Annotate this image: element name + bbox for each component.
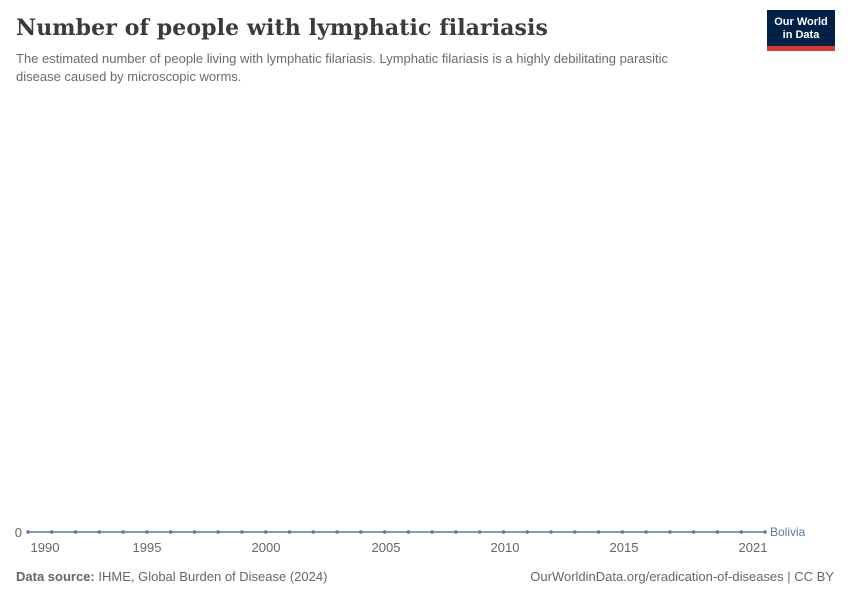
x-axis-tick-label: 1995 [132,540,162,555]
series-label-bolivia[interactable]: Bolivia [770,525,806,539]
data-point [216,530,220,534]
data-point [287,530,292,534]
data-point [192,530,197,534]
data-point [454,530,458,534]
data-point [691,530,696,534]
data-point [168,530,173,534]
data-point [97,530,102,534]
data-point [549,530,553,534]
chart-subtitle: The estimated number of people living wi… [16,51,668,84]
data-source-label: Data source: [16,569,95,584]
owid-logo-line2: in Data [782,29,820,41]
data-point [430,530,434,534]
data-point [49,530,54,534]
data-point [335,530,339,534]
data-point [311,530,316,534]
data-source-link[interactable]: Data source: IHME, Global Burden of Dise… [16,569,327,584]
owid-logo-line1: Our World [774,16,828,28]
data-source-value: IHME, Global Burden of Disease (2024) [98,569,328,584]
data-point [620,530,625,534]
x-axis-tick-label: 2010 [490,540,520,555]
data-point [763,530,767,534]
data-point [26,530,30,534]
data-point [145,530,149,534]
data-point [668,530,672,534]
data-point [406,530,411,534]
data-point [501,530,506,534]
data-point [739,530,744,534]
data-point [573,530,577,534]
x-axis-tick-label: 1990 [30,540,60,555]
data-point [477,530,482,534]
x-axis-tick-label: 2021 [738,540,768,555]
y-axis-tick-label: 0 [14,525,22,540]
chart-header: Number of people with lymphatic filarias… [16,15,726,85]
chart-title: Number of people with lymphatic filarias… [16,15,548,41]
x-axis-tick-label: 2000 [251,540,281,555]
owid-logo[interactable]: Our World in Data [767,10,835,51]
data-point [596,530,601,534]
data-point [263,530,268,534]
x-axis-tick-label: 2015 [609,540,639,555]
attribution-link[interactable]: OurWorldinData.org/eradication-of-diseas… [530,569,834,584]
data-point [644,530,648,534]
data-point [525,530,530,534]
data-point [359,530,363,534]
data-point [382,530,387,534]
data-point [73,530,78,534]
chart-footer: Data source: IHME, Global Burden of Dise… [16,569,834,584]
data-point [715,530,720,534]
data-point [240,530,244,534]
data-point [121,530,125,534]
x-axis-tick-label: 2005 [371,540,401,555]
